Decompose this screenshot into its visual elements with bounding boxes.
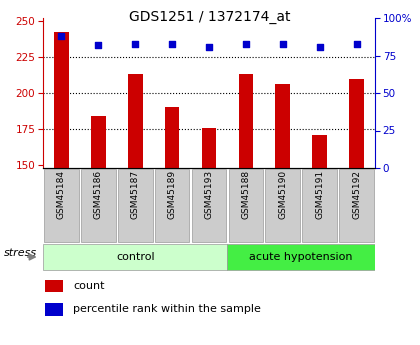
Text: GSM45184: GSM45184: [57, 170, 66, 219]
Text: GSM45188: GSM45188: [241, 170, 250, 219]
FancyBboxPatch shape: [118, 169, 152, 242]
FancyBboxPatch shape: [339, 169, 374, 242]
Point: [279, 41, 286, 46]
FancyBboxPatch shape: [44, 169, 79, 242]
Point: [58, 33, 65, 39]
Bar: [165, 107, 179, 168]
FancyBboxPatch shape: [81, 169, 116, 242]
Point: [316, 44, 323, 49]
Bar: [45, 303, 63, 315]
Text: GSM45192: GSM45192: [352, 170, 361, 219]
Text: stress: stress: [3, 248, 37, 258]
Bar: [91, 116, 106, 168]
Text: acute hypotension: acute hypotension: [249, 252, 353, 262]
FancyBboxPatch shape: [265, 169, 300, 242]
Text: GSM45187: GSM45187: [131, 170, 140, 219]
FancyBboxPatch shape: [155, 169, 189, 242]
Text: GDS1251 / 1372174_at: GDS1251 / 1372174_at: [129, 10, 291, 24]
Bar: [45, 279, 63, 292]
Bar: [349, 79, 364, 168]
FancyBboxPatch shape: [43, 244, 228, 270]
Bar: [54, 32, 69, 168]
Text: GSM45193: GSM45193: [205, 170, 213, 219]
Text: GSM45190: GSM45190: [278, 170, 287, 219]
FancyBboxPatch shape: [228, 169, 263, 242]
Point: [132, 41, 139, 46]
Point: [95, 42, 102, 48]
Bar: [128, 74, 143, 168]
FancyBboxPatch shape: [228, 244, 375, 270]
Text: GSM45186: GSM45186: [94, 170, 103, 219]
Point: [206, 44, 213, 49]
Text: GSM45191: GSM45191: [315, 170, 324, 219]
Bar: [239, 74, 253, 168]
Bar: [312, 135, 327, 168]
Text: percentile rank within the sample: percentile rank within the sample: [73, 304, 261, 314]
Text: GSM45189: GSM45189: [168, 170, 177, 219]
Text: control: control: [116, 252, 155, 262]
FancyBboxPatch shape: [302, 169, 337, 242]
FancyBboxPatch shape: [192, 169, 226, 242]
Text: count: count: [73, 281, 105, 291]
Bar: [202, 128, 216, 168]
Point: [353, 41, 360, 46]
Bar: [276, 84, 290, 168]
Point: [242, 41, 249, 46]
Point: [169, 41, 176, 46]
